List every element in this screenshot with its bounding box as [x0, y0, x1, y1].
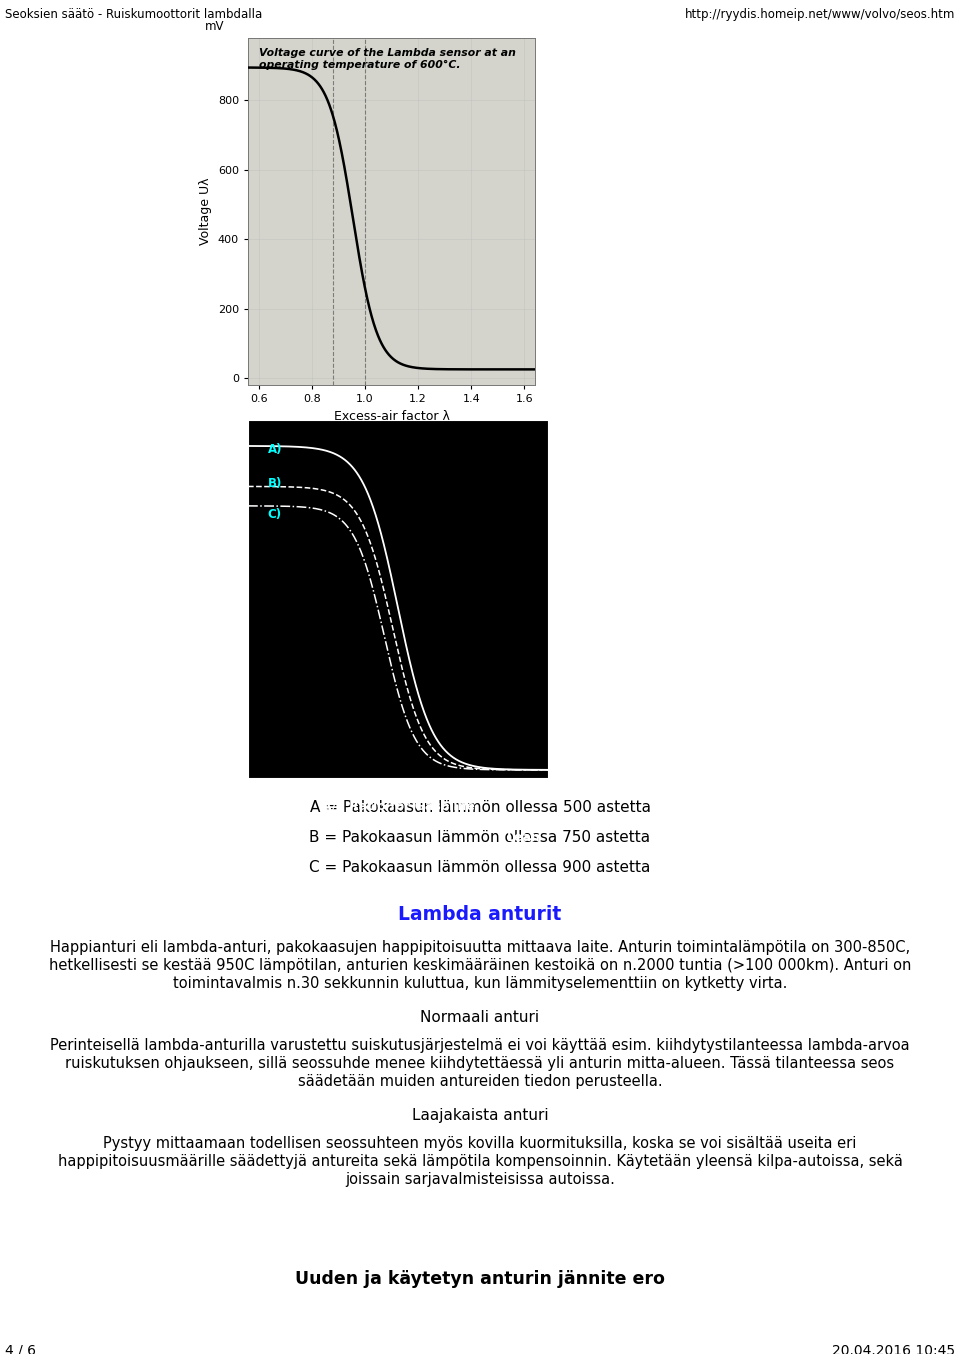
Text: Rich: Rich	[263, 830, 293, 844]
Text: http://ryydis.homeip.net/www/volvo/seos.htm: http://ryydis.homeip.net/www/volvo/seos.…	[684, 8, 955, 22]
X-axis label: A/F Ratio for Gasoline: A/F Ratio for Gasoline	[322, 800, 474, 812]
Text: joissain sarjavalmisteisissa autoissa.: joissain sarjavalmisteisissa autoissa.	[345, 1173, 615, 1187]
Text: säädetään muiden antureiden tiedon perusteella.: säädetään muiden antureiden tiedon perus…	[298, 1074, 662, 1089]
Text: C = Pakokaasun lämmön ollessa 900 astetta: C = Pakokaasun lämmön ollessa 900 astett…	[309, 860, 651, 875]
Text: Happianturi eli lambda-anturi, pakokaasujen happipitoisuutta mittaava laite. Ant: Happianturi eli lambda-anturi, pakokaasu…	[50, 940, 910, 955]
Text: Voltage curve of the Lambda sensor at an
operating temperature of 600°C.: Voltage curve of the Lambda sensor at an…	[259, 49, 516, 70]
Text: ruiskutuksen ohjaukseen, sillä seossuhde menee kiihdytettäessä yli anturin mitta: ruiskutuksen ohjaukseen, sillä seossuhde…	[65, 1056, 895, 1071]
Text: A): A)	[268, 443, 282, 456]
Text: 20.04.2016 10:45: 20.04.2016 10:45	[832, 1345, 955, 1354]
Text: 4 / 6: 4 / 6	[5, 1345, 36, 1354]
Text: hetkellisesti se kestää 950C lämpötilan, anturien keskimääräinen kestoikä on n.2: hetkellisesti se kestää 950C lämpötilan,…	[49, 959, 911, 974]
Text: B = Pakokaasun lämmön ollessa 750 astetta: B = Pakokaasun lämmön ollessa 750 astett…	[309, 830, 651, 845]
Text: Perinteisellä lambda-anturilla varustettu suiskutusjärjestelmä ei voi käyttää es: Perinteisellä lambda-anturilla varustett…	[50, 1039, 910, 1053]
Y-axis label: Sensor Output Voltage, V: Sensor Output Voltage, V	[192, 524, 205, 673]
Text: C): C)	[268, 508, 281, 521]
Text: toimintavalmis n.30 sekkunnin kuluttua, kun lämmityselementtiin on kytketty virt: toimintavalmis n.30 sekkunnin kuluttua, …	[173, 976, 787, 991]
Text: Uuden ja käytetyn anturin jännite ero: Uuden ja käytetyn anturin jännite ero	[295, 1270, 665, 1288]
X-axis label: Excess-air factor λ: Excess-air factor λ	[333, 409, 449, 422]
Text: Seoksien säätö - Ruiskumoottorit lambdalla: Seoksien säätö - Ruiskumoottorit lambdal…	[5, 8, 262, 22]
Text: A = Pakokaasun lämmön ollessa 500 astetta: A = Pakokaasun lämmön ollessa 500 astett…	[309, 800, 651, 815]
Text: Lambda anturit: Lambda anturit	[398, 904, 562, 923]
Text: Pystyy mittaamaan todellisen seossuhteen myös kovilla kuormituksilla, koska se v: Pystyy mittaamaan todellisen seossuhteen…	[104, 1136, 856, 1151]
Y-axis label: Voltage Uλ: Voltage Uλ	[200, 177, 212, 245]
Text: mV: mV	[205, 20, 225, 32]
Text: Laajakaista anturi: Laajakaista anturi	[412, 1108, 548, 1122]
Text: Normaali anturi: Normaali anturi	[420, 1010, 540, 1025]
Text: B): B)	[268, 477, 282, 490]
Text: happipitoisuusmäärille säädettyjä antureita sekä lämpötila kompensoinnin. Käytet: happipitoisuusmäärille säädettyjä anture…	[58, 1154, 902, 1169]
Text: Lean: Lean	[507, 830, 540, 844]
